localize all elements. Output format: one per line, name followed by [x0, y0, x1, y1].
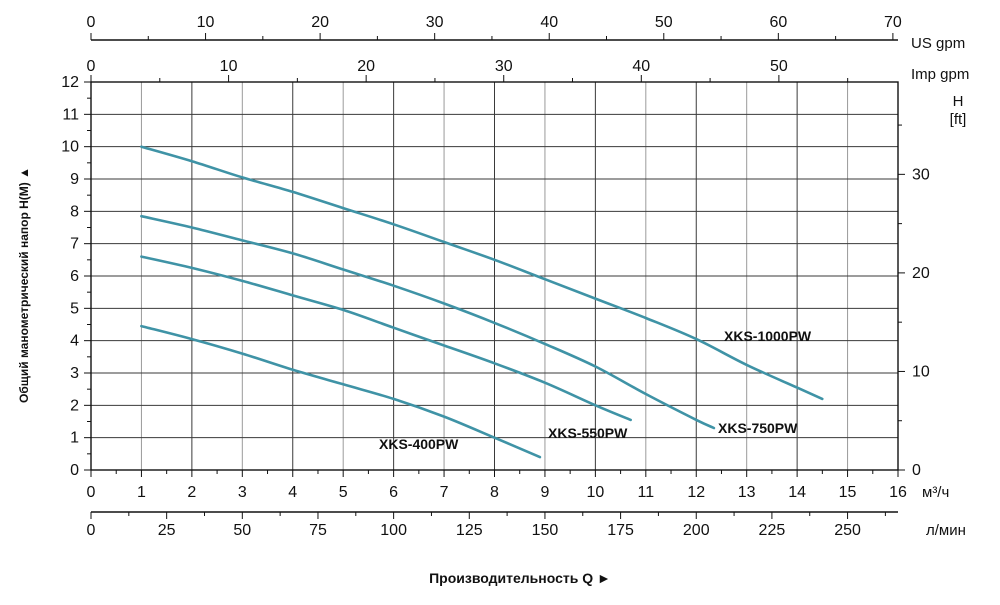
x-tick-label: 8 — [490, 484, 499, 501]
x-tick-label: 4 — [288, 484, 297, 501]
lmin-tick-label: 125 — [456, 522, 483, 539]
y-tick-label: 3 — [70, 365, 79, 382]
imp-gpm-tick-label: 50 — [770, 58, 788, 75]
lmin-tick-label: 150 — [532, 522, 559, 539]
us-gpm-tick-label: 70 — [884, 14, 902, 31]
imp-gpm-unit-label: Imp gpm — [911, 66, 969, 83]
x-tick-label: 6 — [389, 484, 398, 501]
us-gpm-tick-label: 10 — [197, 14, 215, 31]
y-tick-label: 0 — [70, 462, 79, 479]
series-curve — [140, 324, 542, 459]
imp-gpm-tick-label: 30 — [495, 58, 513, 75]
ft-tick-label: 0 — [912, 462, 921, 479]
y-tick-label: 9 — [70, 171, 79, 188]
y-axis-title-left: Общий манометрический напор H(M) ▲ — [17, 167, 31, 403]
lmin-tick-label: 50 — [233, 522, 251, 539]
lmin-tick-label: 200 — [683, 522, 710, 539]
y-tick-label: 8 — [70, 203, 79, 220]
y-tick-label: 4 — [70, 333, 79, 350]
y-tick-label: 10 — [61, 139, 79, 156]
lmin-tick-label: 175 — [607, 522, 634, 539]
y-tick-label: 1 — [70, 430, 79, 447]
series-label: XKS-1000PW — [724, 328, 812, 344]
series-curve — [140, 214, 716, 430]
lmin-tick-label: 0 — [87, 522, 96, 539]
us-gpm-tick-label: 0 — [87, 14, 96, 31]
ft-unit-line2: [ft] — [950, 111, 967, 128]
y-tick-label: 5 — [70, 300, 79, 317]
ft-unit-line1: H — [953, 93, 964, 110]
x-tick-label: 11 — [638, 484, 655, 501]
curves — [140, 145, 824, 459]
x-tick-label: 14 — [788, 484, 806, 501]
us-gpm-tick-label: 20 — [311, 14, 329, 31]
y-tick-label: 12 — [61, 74, 79, 91]
us-gpm-unit-label: US gpm — [911, 35, 965, 52]
series-label: XKS-550PW — [548, 425, 628, 441]
series-label: XKS-750PW — [718, 420, 798, 436]
us-gpm-tick-label: 60 — [769, 14, 787, 31]
y-tick-label: 7 — [70, 236, 79, 253]
x-tick-label: 15 — [839, 484, 857, 501]
x-tick-label: 3 — [238, 484, 247, 501]
x-tick-label: 10 — [586, 484, 604, 501]
x-axis-title: Производительность Q ► — [429, 570, 611, 586]
y-tick-label: 11 — [62, 106, 79, 123]
us-gpm-tick-label: 50 — [655, 14, 673, 31]
series-curve — [140, 145, 824, 401]
x-unit-label: м³/ч — [922, 484, 949, 501]
imp-gpm-tick-label: 0 — [87, 58, 96, 75]
x-tick-label: 13 — [738, 484, 756, 501]
lmin-tick-label: 225 — [759, 522, 786, 539]
ft-tick-label: 20 — [912, 265, 930, 282]
y-tick-label: 2 — [70, 397, 79, 414]
imp-gpm-tick-label: 10 — [220, 58, 238, 75]
labels: XKS-1000PW XKS-750PW XKS-550PW XKS-400PW — [379, 328, 812, 452]
x-tick-label: 9 — [540, 484, 549, 501]
lmin-tick-label: 75 — [309, 522, 327, 539]
lmin-tick-label: 25 — [158, 522, 176, 539]
series-curve — [140, 255, 632, 422]
series-label: XKS-400PW — [379, 436, 459, 452]
grid — [91, 82, 898, 470]
imp-gpm-tick-label: 40 — [632, 58, 650, 75]
x-tick-label: 16 — [889, 484, 907, 501]
imp-gpm-tick-label: 20 — [357, 58, 375, 75]
x-tick-label: 7 — [440, 484, 449, 501]
x-tick-label: 2 — [187, 484, 196, 501]
us-gpm-tick-label: 40 — [540, 14, 558, 31]
y-tick-label: 6 — [70, 268, 79, 285]
lmin-tick-label: 100 — [380, 522, 407, 539]
lmin-unit-label: л/мин — [926, 522, 966, 539]
us-gpm-tick-label: 30 — [426, 14, 444, 31]
x-tick-label: 1 — [137, 484, 146, 501]
ft-tick-label: 30 — [912, 166, 930, 183]
x-tick-label: 5 — [339, 484, 348, 501]
lmin-tick-label: 250 — [834, 522, 861, 539]
ft-tick-label: 10 — [912, 363, 930, 380]
x-tick-label: 0 — [87, 484, 96, 501]
x-tick-label: 12 — [687, 484, 705, 501]
